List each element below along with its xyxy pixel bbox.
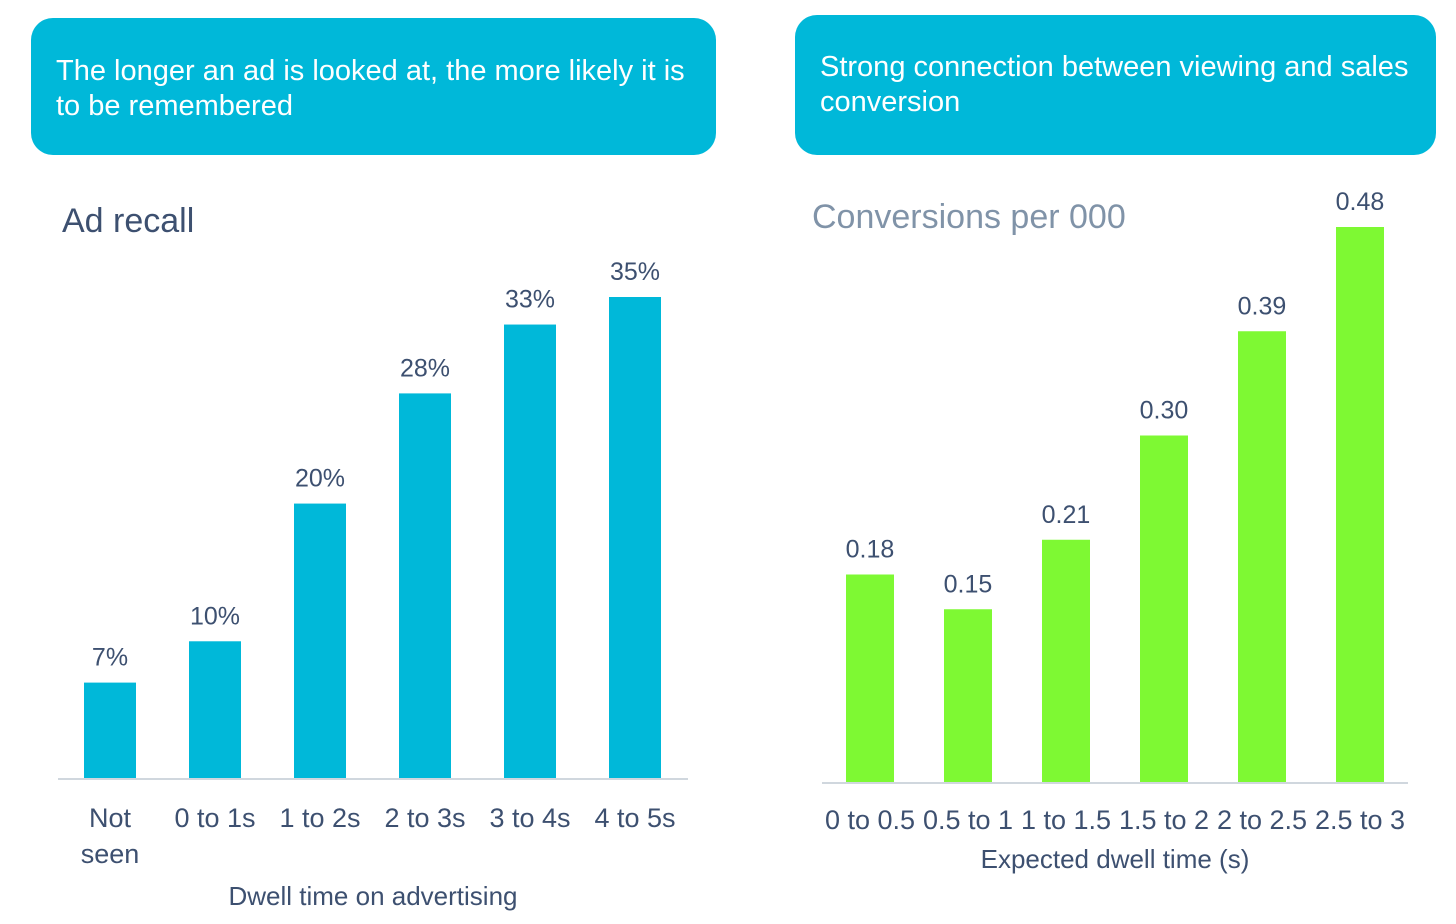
- conversion-value-label-4: 0.39: [1238, 292, 1287, 320]
- conversion-tick-label-5: 2.5 to 3: [1315, 805, 1405, 835]
- conversion-bar-5: [1336, 227, 1384, 782]
- conversion-value-label-3: 0.30: [1140, 397, 1189, 425]
- headline-banner-right: Strong connection between viewing and sa…: [795, 15, 1436, 155]
- conversion-tick-label-4: 2 to 2.5: [1217, 805, 1307, 835]
- conversion-chart-title: Conversions per 000: [812, 198, 1126, 236]
- conversion-value-label-5: 0.48: [1336, 188, 1385, 216]
- recall-chart-title: Ad recall: [62, 202, 194, 240]
- recall-value-label-3: 28%: [400, 354, 450, 382]
- recall-bar-1: [189, 641, 241, 778]
- recall-x-axis-label: Dwell time on advertising: [228, 881, 517, 911]
- recall-tick-label-1: 0 to 1s: [174, 803, 255, 833]
- recall-value-label-2: 20%: [295, 465, 345, 493]
- recall-bar-3: [399, 393, 451, 778]
- ad-recall-chart: Ad recall 7% Not seen 10% 0 to 1s 20% 1 to 2s 28…: [58, 202, 688, 911]
- recall-bar-4: [504, 324, 556, 778]
- conversion-bar-0: [846, 574, 894, 782]
- conversion-tick-label-1: 0.5 to 1: [923, 805, 1013, 835]
- recall-bar-5: [609, 297, 661, 778]
- recall-tick-label-4: 3 to 4s: [489, 803, 570, 833]
- recall-tick-label-3: 2 to 3s: [384, 803, 465, 833]
- conversion-value-label-1: 0.15: [944, 570, 993, 598]
- conversion-x-axis-label: Expected dwell time (s): [981, 844, 1250, 874]
- recall-value-label-1: 10%: [190, 602, 240, 630]
- recall-tick-label-5: 4 to 5s: [594, 803, 675, 833]
- conversion-tick-label-2: 1 to 1.5: [1021, 805, 1111, 835]
- headline-right-text: Strong connection between viewing and sa…: [820, 51, 1409, 118]
- conversion-value-label-0: 0.18: [846, 536, 895, 564]
- conversion-bar-1: [944, 609, 992, 782]
- headline-left-text: The longer an ad is looked at, the more …: [56, 55, 685, 122]
- conversion-bar-3: [1140, 435, 1188, 782]
- conversion-value-label-2: 0.21: [1042, 501, 1091, 529]
- recall-bar-0: [84, 682, 136, 778]
- recall-bar-2: [294, 503, 346, 778]
- recall-tick-label-2: 1 to 2s: [279, 803, 360, 833]
- recall-value-label-5: 35%: [610, 258, 660, 286]
- recall-value-label-4: 33%: [505, 286, 555, 314]
- conversion-bar-4: [1238, 331, 1286, 782]
- conversion-tick-label-0: 0 to 0.5: [825, 805, 915, 835]
- recall-tick-label-0: Not seen: [81, 803, 140, 869]
- headline-banner-left: The longer an ad is looked at, the more …: [31, 18, 716, 155]
- conversions-chart: Conversions per 000 0.18 0 to 0.5 0.15 0.5 t…: [812, 188, 1408, 874]
- conversion-tick-label-3: 1.5 to 2: [1119, 805, 1209, 835]
- conversion-bar-2: [1042, 539, 1090, 782]
- recall-value-label-0: 7%: [92, 644, 128, 672]
